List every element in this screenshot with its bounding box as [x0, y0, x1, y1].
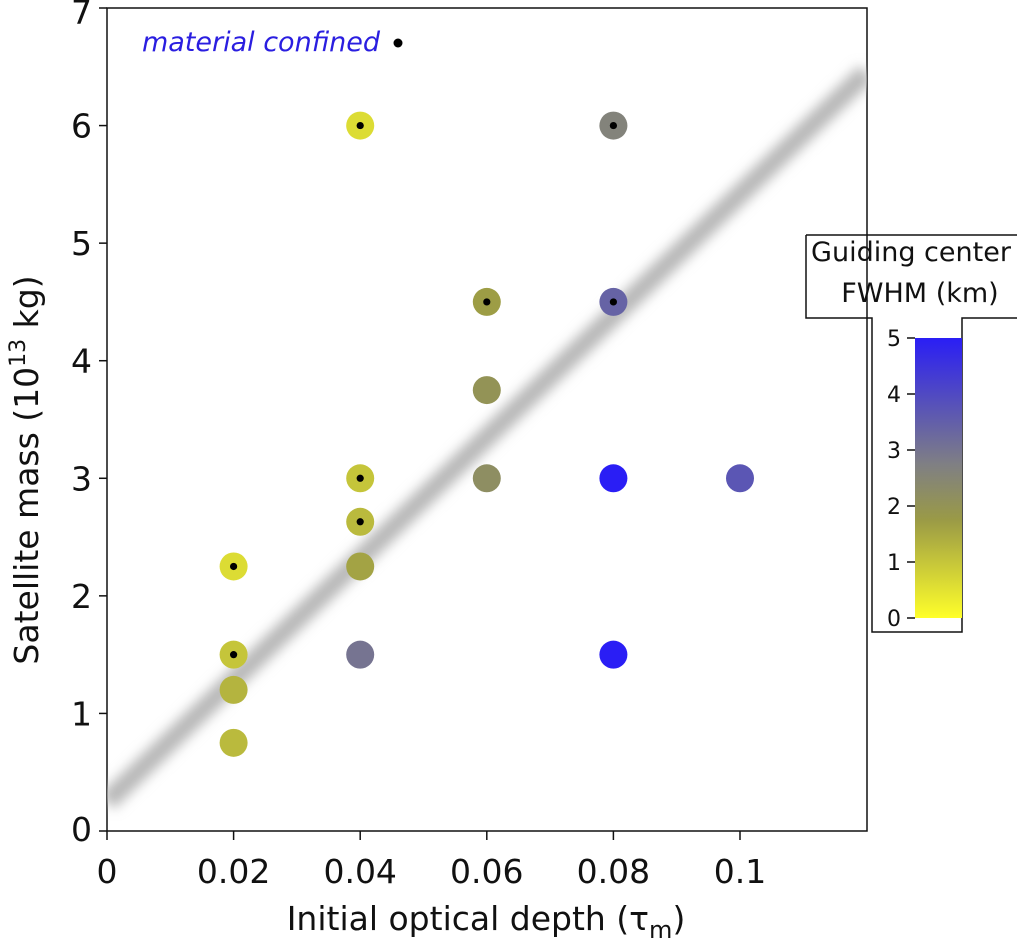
data-point	[599, 640, 628, 669]
x-tick-label: 0.06	[450, 852, 523, 891]
y-tick-label: 6	[71, 107, 92, 146]
colorbar-title: Guiding center	[811, 237, 1012, 268]
confined-marker	[356, 518, 364, 526]
colorbar-tick-label: 3	[887, 439, 901, 464]
confined-marker	[230, 651, 238, 659]
data-points	[219, 111, 754, 757]
confined-marker	[483, 298, 491, 306]
y-axis-title: Satellite mass (1013 kg)	[6, 275, 46, 664]
confined-marker	[356, 474, 364, 482]
confined-marker	[609, 121, 618, 130]
y-tick-label: 2	[71, 577, 92, 616]
data-point	[599, 464, 628, 493]
x-tick-label: 0	[97, 852, 118, 891]
y-tick-label: 3	[71, 459, 92, 498]
confined-marker	[356, 121, 364, 130]
x-tick-label: 0.04	[323, 852, 396, 891]
colorbar-title-box	[805, 234, 1017, 633]
plot-area	[106, 7, 868, 832]
colorbar-tick-label: 0	[887, 607, 901, 632]
axis-ticks	[99, 7, 741, 840]
colorbar-tick-label: 2	[887, 495, 901, 520]
data-point	[472, 464, 501, 493]
colorbar-tick-label: 4	[887, 383, 901, 408]
y-tick-label: 7	[71, 0, 92, 32]
y-tick-label: 5	[71, 224, 92, 263]
data-point	[472, 376, 501, 405]
data-point	[346, 640, 375, 669]
axis-tick-labels: 0 0.02 0.04 0.06 0.08 0.1 0 1 2 3 4 5 6 7	[71, 0, 766, 891]
x-axis-title: Initial optical depth (τm)	[287, 899, 686, 941]
x-tick-label: 0.02	[197, 852, 270, 891]
colorbar-ticks: 0 1 2 3 4 5	[887, 327, 915, 632]
data-point	[219, 728, 248, 757]
data-point	[219, 675, 248, 704]
y-tick-label: 1	[71, 694, 92, 733]
x-tick-label: 0.08	[577, 852, 650, 891]
legend-marker	[393, 38, 403, 48]
y-tick-label: 0	[71, 810, 92, 849]
colorbar	[915, 338, 962, 618]
colorbar-tick-label: 1	[887, 551, 901, 576]
colorbar-tick-label: 5	[887, 327, 901, 352]
y-tick-label: 4	[71, 342, 92, 381]
legend-label: material confined	[142, 27, 381, 58]
data-point	[726, 464, 754, 493]
colorbar-subtitle: FWHM (km)	[841, 278, 998, 309]
confined-marker	[609, 298, 618, 306]
data-point	[346, 552, 375, 581]
confined-marker	[230, 562, 238, 571]
x-tick-label: 0.1	[714, 852, 766, 891]
